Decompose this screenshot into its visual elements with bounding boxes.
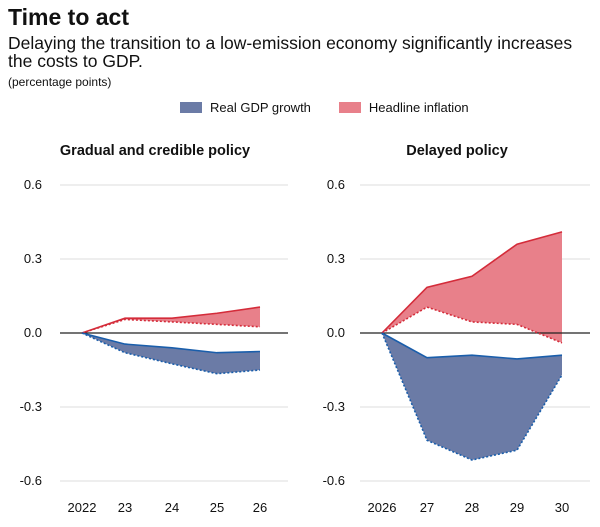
legend-swatch-gdp bbox=[180, 102, 202, 113]
panel2-y-tick-label: 0.3 bbox=[327, 251, 345, 266]
panel1-gdp-band bbox=[82, 333, 260, 374]
legend-label-inflation: Headline inflation bbox=[368, 100, 469, 115]
panel2-x-tick-label: 2026 bbox=[368, 500, 397, 515]
panel1-x-tick-label: 24 bbox=[165, 500, 179, 515]
panel2-inflation-lower-line bbox=[381, 306, 563, 344]
panel1-gdp-upper-line bbox=[81, 332, 261, 354]
panel1-y-tick-label: 0.3 bbox=[24, 251, 42, 266]
panel1-gdp-lower-line bbox=[81, 332, 261, 375]
panel1-x-tick-label: 2022 bbox=[68, 500, 97, 515]
panel2-y-tick-label: 0.0 bbox=[327, 325, 345, 340]
panel1-inflation-lower-line bbox=[81, 318, 261, 334]
panel2-gdp-band bbox=[382, 333, 562, 461]
panel2-y-tick-label: -0.3 bbox=[323, 399, 345, 414]
panel1-inflation-upper-line bbox=[81, 306, 261, 334]
legend-label-gdp: Real GDP growth bbox=[210, 100, 311, 115]
panel1-x-tick-label: 26 bbox=[253, 500, 267, 515]
panel2-x-tick-label: 30 bbox=[555, 500, 569, 515]
panel2-gdp-upper-line bbox=[381, 332, 563, 360]
panel1-title: Gradual and credible policy bbox=[60, 143, 250, 159]
panel2-y-tick-label: 0.6 bbox=[327, 177, 345, 192]
chart-subtitle: Delaying the transition to a low-emissio… bbox=[8, 33, 573, 71]
legend-swatch-inflation bbox=[338, 102, 361, 113]
panel2-x-tick-label: 29 bbox=[510, 500, 524, 515]
panel1-y-tick-label: 0.0 bbox=[24, 325, 42, 340]
chart-title: Time to act bbox=[8, 4, 129, 30]
panel1-x-tick-label: 23 bbox=[118, 500, 132, 515]
panel2-inflation-band bbox=[382, 231, 562, 343]
panel1-y-tick-label: -0.3 bbox=[20, 399, 42, 414]
panel1-y-tick-label: -0.6 bbox=[20, 473, 42, 488]
panel2-x-tick-label: 28 bbox=[465, 500, 479, 515]
panel2-title: Delayed policy bbox=[406, 143, 508, 159]
panel2-x-tick-label: 27 bbox=[420, 500, 434, 515]
panel2-y-tick-label: -0.6 bbox=[323, 473, 345, 488]
panel2-inflation-upper-line bbox=[381, 231, 563, 334]
unit-label: (percentage points) bbox=[8, 75, 112, 89]
panel1-y-tick-label: 0.6 bbox=[24, 177, 42, 192]
legend-item-gdp: Real GDP growth bbox=[180, 100, 311, 115]
panel2-gdp-lower-line bbox=[381, 332, 563, 461]
legend-item-inflation: Headline inflation bbox=[338, 100, 469, 115]
legend: Real GDP growth Headline inflation bbox=[180, 100, 469, 115]
panel1-x-tick-label: 25 bbox=[210, 500, 224, 515]
